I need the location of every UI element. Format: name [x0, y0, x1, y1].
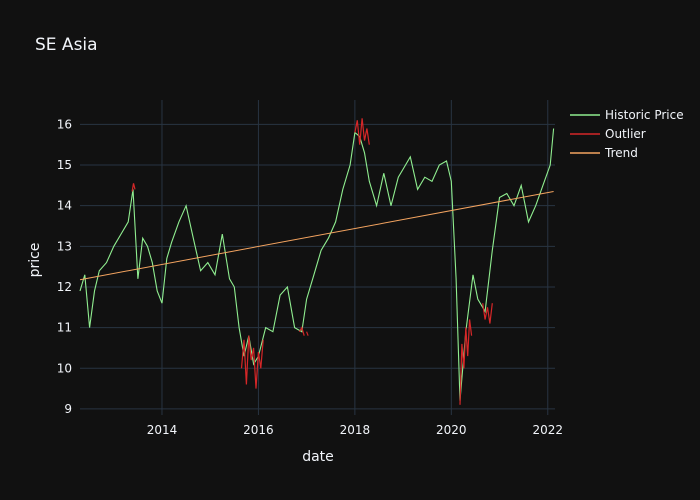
series-layer	[79, 118, 555, 405]
historic-price-line	[79, 128, 555, 401]
y-tick-labels: 9 10 11 12 13 14 15 16	[57, 117, 72, 416]
outlier-segment	[240, 335, 264, 389]
y-tick-label: 9	[64, 402, 72, 416]
x-tick-labels: 2014 2016 2018 2020 2022	[147, 423, 563, 437]
x-axis-title: date	[302, 449, 334, 465]
y-tick-label: 15	[57, 158, 72, 172]
outlier-segment	[459, 319, 473, 405]
y-tick-label: 13	[57, 239, 72, 253]
x-gridlines	[161, 100, 549, 415]
outlier-segment	[482, 303, 493, 324]
x-tick-label: 2016	[243, 423, 274, 437]
y-tick-label: 14	[57, 199, 72, 213]
legend-label-historic-price: Historic Price	[605, 108, 684, 122]
y-tick-label: 10	[57, 361, 72, 375]
y-tick-label: 11	[57, 321, 72, 335]
y-tick-label: 16	[57, 117, 72, 131]
outlier-segment	[298, 326, 305, 336]
legend[interactable]: Historic Price Outlier Trend	[570, 108, 684, 160]
y-axis-title: price	[27, 243, 43, 278]
x-tick-label: 2022	[532, 423, 563, 437]
legend-label-trend: Trend	[604, 146, 638, 160]
outlier-segment	[354, 118, 370, 145]
trend-line	[79, 191, 554, 281]
outlier-segment	[306, 331, 309, 336]
x-tick-label: 2020	[436, 423, 467, 437]
legend-item-trend[interactable]: Trend	[570, 146, 638, 160]
legend-item-historic-price[interactable]: Historic Price	[570, 108, 684, 122]
chart-title: SE Asia	[35, 35, 98, 55]
legend-item-outlier[interactable]: Outlier	[570, 127, 646, 141]
y-tick-label: 12	[57, 280, 72, 294]
outlier-segment	[131, 183, 136, 192]
x-tick-label: 2014	[147, 423, 178, 437]
legend-label-outlier: Outlier	[605, 127, 646, 141]
x-tick-label: 2018	[340, 423, 371, 437]
